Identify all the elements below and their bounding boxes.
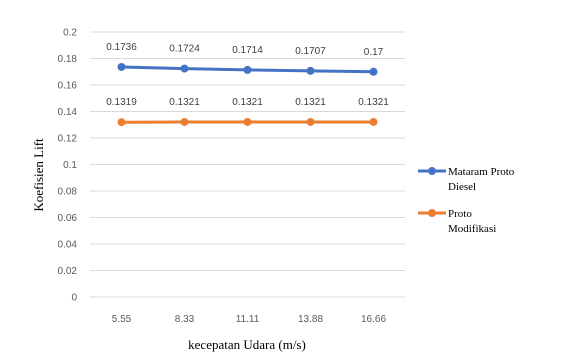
legend-marker [428,209,436,217]
y-tick-label: 0.18 [58,54,78,65]
series-lines [118,63,378,126]
legend-marker [428,167,436,175]
x-axis-title: kecepatan Udara (m/s) [188,337,306,352]
x-tick-label: 5.55 [112,314,132,325]
data-point [307,67,315,75]
data-point [118,118,126,126]
y-tick-label: 0.02 [58,266,78,277]
x-tick-label: 13.88 [298,314,323,325]
data-point [244,118,252,126]
y-axis-ticks: 0 0.02 0.04 0.06 0.08 0.1 0.12 0.14 0.16 0.18 0.2 [58,28,78,304]
y-axis-title: Koefisien Lift [31,138,46,212]
data-label: 0.1321 [232,97,263,108]
y-tick-label: 0.06 [58,213,78,224]
x-tick-label: 11.11 [236,314,260,325]
x-tick-label: 16.66 [361,314,386,325]
y-tick-label: 0.08 [58,187,78,198]
y-tick-label: 0.12 [58,134,78,145]
data-point [244,66,252,74]
y-tick-label: 0 [71,293,77,304]
data-label: 0.1736 [106,42,137,53]
data-point [181,65,189,73]
data-point [181,118,189,126]
y-tick-label: 0.2 [63,28,77,39]
y-tick-label: 0.1 [63,160,77,171]
data-labels: 0.1736 0.1724 0.1714 0.1707 0.17 0.1319 0.1321… [106,42,389,108]
y-tick-label: 0.04 [58,240,78,251]
data-label: 0.1714 [232,45,263,56]
data-label: 0.17 [364,47,384,58]
data-label: 0.1724 [169,44,200,55]
data-label: 0.1321 [169,97,200,108]
x-tick-label: 8.33 [175,314,195,325]
data-point [118,63,126,71]
data-point [370,118,378,126]
y-tick-label: 0.16 [58,81,78,92]
data-point [370,68,378,76]
data-label: 0.1319 [106,97,137,108]
data-label: 0.1321 [358,97,389,108]
data-point [307,118,315,126]
data-label: 0.1707 [295,46,326,57]
y-tick-label: 0.14 [58,107,78,118]
data-label: 0.1321 [295,97,326,108]
x-axis-ticks: 5.55 8.33 11.11 13.88 16.66 [112,314,387,325]
